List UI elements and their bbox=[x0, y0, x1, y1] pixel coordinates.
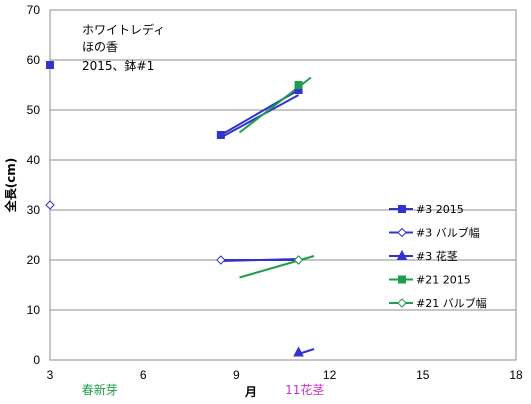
series-1-point-0 bbox=[45, 200, 55, 210]
legend-marker-1 bbox=[397, 227, 407, 238]
y-tick-label-60: 60 bbox=[27, 53, 41, 67]
legend: #3 2015 #3 バルブ幅 #3 花茎 #21 2015 #21 バルブ幅 bbox=[389, 203, 487, 310]
x-axis-label: 月 bbox=[244, 385, 257, 399]
series-0-point-0 bbox=[46, 61, 54, 69]
series-1-trend bbox=[220, 258, 299, 262]
y-tick-label-10: 10 bbox=[27, 303, 41, 317]
legend-label-2: #3 花茎 bbox=[416, 250, 458, 263]
series-4-point-0 bbox=[293, 255, 304, 265]
legend-label-3: #21 2015 bbox=[416, 274, 471, 287]
y-axis-label: 全長(cm) bbox=[3, 158, 18, 214]
series-0-point-1 bbox=[216, 131, 225, 139]
legend-marker-4 bbox=[397, 298, 407, 308]
tick-labels: 0 10 20 30 40 50 60 70 3 6 9 12 15 18 bbox=[27, 3, 523, 382]
y-tick-label-40: 40 bbox=[27, 153, 41, 167]
x-tick-label-9: 9 bbox=[233, 368, 240, 382]
chart-annotation-1: ほの香 bbox=[82, 40, 118, 54]
legend-label-0: #3 2015 bbox=[416, 203, 464, 216]
y-tick-label-0: 0 bbox=[33, 353, 40, 367]
legend-marker-0 bbox=[398, 205, 406, 213]
chart-annotation-2: 2015、鉢#1 bbox=[82, 59, 154, 73]
x-tick-label-6: 6 bbox=[140, 368, 147, 382]
trend-lines bbox=[220, 76, 315, 355]
data-points bbox=[45, 61, 304, 357]
x-tick-label-12: 12 bbox=[323, 368, 337, 382]
series-3-point-0 bbox=[294, 81, 303, 89]
y-tick-label-50: 50 bbox=[27, 103, 41, 117]
legend-marker-3 bbox=[398, 275, 406, 284]
x-tick-label-3: 3 bbox=[47, 368, 54, 382]
x-note-1: 11花茎 bbox=[285, 382, 324, 397]
x-note-0: 春新芽 bbox=[82, 382, 118, 397]
y-tick-label-70: 70 bbox=[27, 3, 41, 17]
x-tick-label-15: 15 bbox=[416, 368, 430, 382]
plot-frame bbox=[49, 9, 517, 361]
series-1-point-1 bbox=[216, 255, 226, 265]
legend-label-1: #3 バルブ幅 bbox=[416, 226, 480, 240]
series-2-point-0 bbox=[293, 346, 304, 357]
x-tick-label-18: 18 bbox=[509, 368, 523, 382]
legend-marker-2 bbox=[396, 249, 408, 260]
chart-annotation-0: ホワイトレディ bbox=[82, 22, 165, 37]
axes bbox=[49, 9, 517, 361]
legend-label-4: #21 バルブ幅 bbox=[416, 296, 487, 310]
y-tick-label-30: 30 bbox=[27, 203, 41, 217]
y-tick-label-20: 20 bbox=[27, 253, 41, 267]
